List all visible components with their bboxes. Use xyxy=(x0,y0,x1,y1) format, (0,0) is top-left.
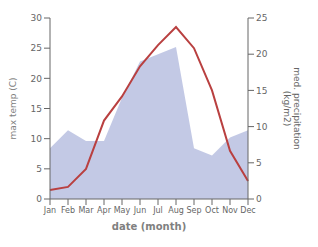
svg-text:med. precipitation(kg/m2): med. precipitation(kg/m2) xyxy=(282,67,302,149)
svg-text:0: 0 xyxy=(256,194,262,204)
svg-text:Mar: Mar xyxy=(78,206,94,215)
svg-text:30: 30 xyxy=(31,13,43,23)
svg-text:Jan: Jan xyxy=(43,206,56,215)
svg-text:5: 5 xyxy=(256,158,262,168)
svg-text:5: 5 xyxy=(36,164,42,174)
svg-text:Dec: Dec xyxy=(240,206,255,215)
svg-text:20: 20 xyxy=(256,49,268,59)
svg-text:Jul: Jul xyxy=(152,206,163,215)
svg-text:15: 15 xyxy=(31,104,42,114)
svg-text:date (month): date (month) xyxy=(112,221,186,232)
svg-text:0: 0 xyxy=(36,194,42,204)
svg-text:25: 25 xyxy=(31,43,42,53)
svg-text:20: 20 xyxy=(31,74,43,84)
svg-text:10: 10 xyxy=(31,134,43,144)
svg-text:May: May xyxy=(114,206,131,215)
svg-text:Jun: Jun xyxy=(133,206,147,215)
svg-text:15: 15 xyxy=(256,86,267,96)
svg-text:Oct: Oct xyxy=(205,206,219,215)
svg-text:10: 10 xyxy=(256,122,268,132)
svg-text:Apr: Apr xyxy=(97,206,112,215)
svg-text:Sep: Sep xyxy=(186,206,201,215)
svg-text:Aug: Aug xyxy=(168,206,184,215)
svg-text:max temp (C): max temp (C) xyxy=(8,77,18,139)
svg-text:Nov: Nov xyxy=(222,206,238,215)
svg-text:Feb: Feb xyxy=(61,206,75,215)
svg-text:25: 25 xyxy=(256,13,267,23)
